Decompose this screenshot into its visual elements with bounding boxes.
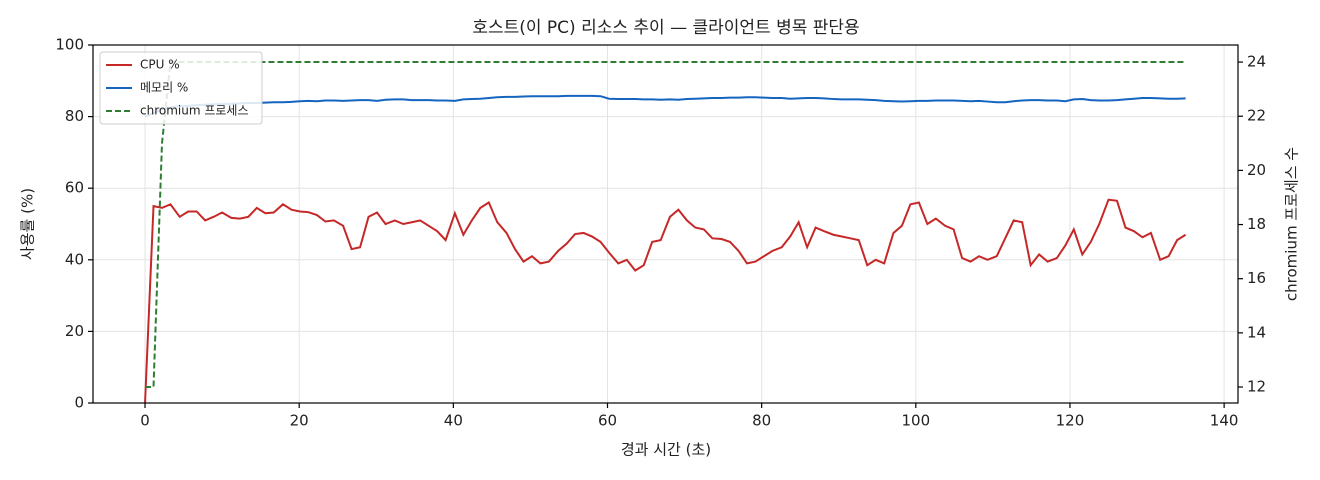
x-tick-label: 100 bbox=[901, 412, 930, 430]
y2-tick-label: 24 bbox=[1247, 53, 1266, 71]
legend: CPU % 메모리 % chromium 프로세스 bbox=[99, 51, 263, 125]
y-tick-label: 0 bbox=[74, 394, 84, 412]
y-tick-label: 20 bbox=[65, 322, 84, 340]
y-tick-label: 80 bbox=[65, 107, 84, 125]
series-line bbox=[145, 61, 1186, 389]
legend-label: chromium 프로세스 bbox=[140, 104, 249, 118]
y2-tick-label: 20 bbox=[1247, 161, 1266, 179]
x-tick-label: 140 bbox=[1210, 412, 1239, 430]
legend-box bbox=[99, 51, 263, 125]
y-tick-label: 40 bbox=[65, 250, 84, 268]
y2-tick-label: 22 bbox=[1247, 107, 1266, 125]
legend-label: CPU % bbox=[140, 58, 180, 72]
x-tick-label: 120 bbox=[1056, 412, 1085, 430]
legend-label: 메모리 % bbox=[140, 81, 188, 95]
y-tick-label: 60 bbox=[65, 179, 84, 197]
x-tick-label: 60 bbox=[598, 412, 617, 430]
y-tick-label: 100 bbox=[55, 36, 84, 54]
x-tick-label: 40 bbox=[444, 412, 463, 430]
y2-axis-label: chromium 프로세스 수 bbox=[1283, 147, 1301, 301]
y2-tick-label: 14 bbox=[1247, 323, 1266, 341]
y2-tick-label: 18 bbox=[1247, 215, 1266, 233]
x-tick-label: 80 bbox=[752, 412, 771, 430]
plot-frame bbox=[92, 44, 1239, 404]
series-line bbox=[144, 198, 1187, 404]
x-tick-label: 0 bbox=[140, 412, 150, 430]
y-axis-label: 사용률 (%) bbox=[19, 188, 37, 260]
x-axis-label: 경과 시간 (초) bbox=[621, 441, 711, 459]
y2-tick-label: 16 bbox=[1247, 269, 1266, 287]
y2-tick-label: 12 bbox=[1247, 378, 1266, 396]
x-tick-label: 20 bbox=[290, 412, 309, 430]
chart-title: 호스트(이 PC) 리소스 추이 — 클라이언트 병목 판단용 bbox=[472, 18, 859, 38]
series-line bbox=[144, 94, 1186, 118]
